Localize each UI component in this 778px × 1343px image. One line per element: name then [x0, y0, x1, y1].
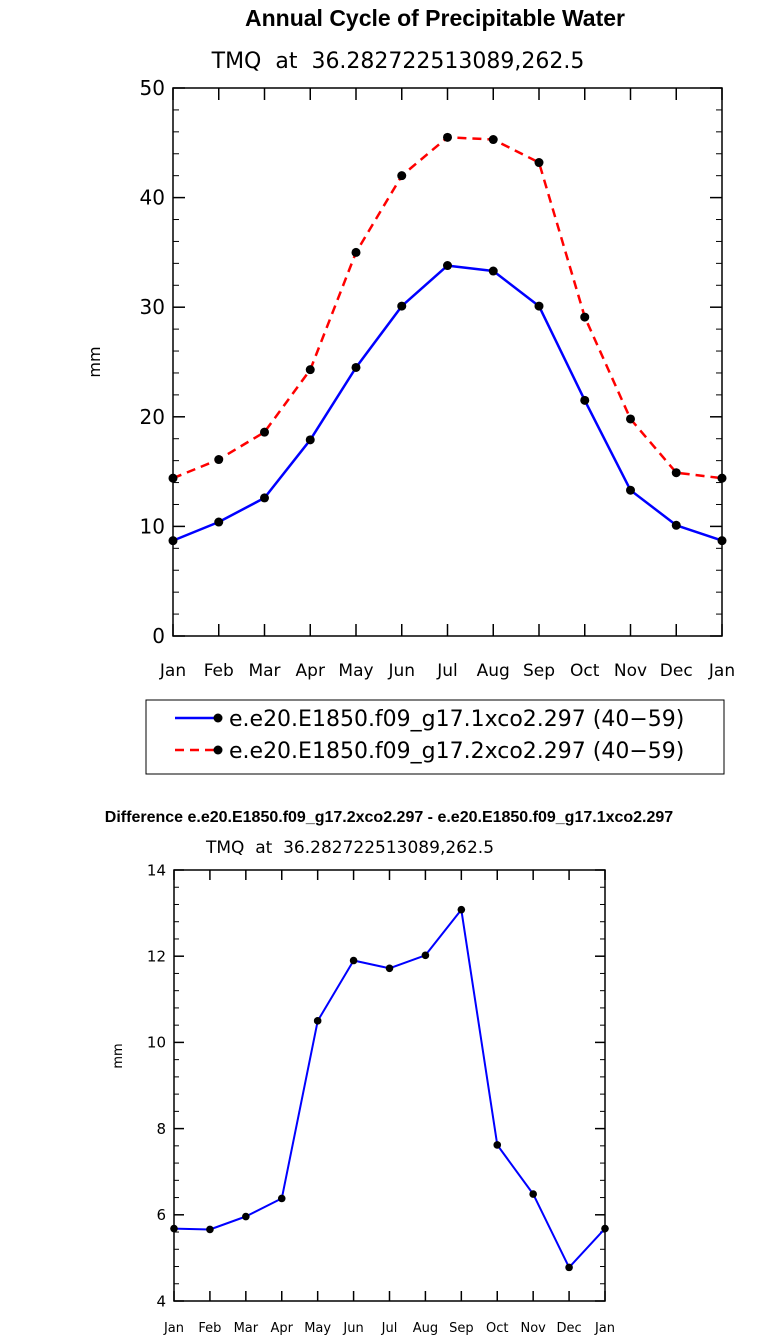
chart1-series-1-point — [488, 266, 498, 276]
chart1-series-1-point — [351, 362, 361, 372]
chart1-plot-area: 0 10 20 30 40 50 Jan Feb Mar Apr May Jun Jul Aug Sep Oc… — [140, 76, 736, 681]
chart2-series-1-point — [529, 1190, 537, 1198]
chart1-series-1-point — [214, 517, 224, 527]
chart1-series-1-point — [260, 493, 269, 503]
chart2-series-1-point — [170, 1224, 178, 1233]
chart1-x-tick-label: Jul — [436, 661, 458, 681]
chart1-series-1-point — [626, 485, 635, 495]
chart1-series-2-line — [172, 136, 723, 480]
chart1-y-tick-label: 10 — [140, 514, 165, 538]
chart1-series-1-line — [172, 264, 723, 542]
chart1-series-2-point — [260, 427, 269, 437]
chart1-series-2-point — [626, 414, 635, 424]
chart1-legend: e.e20.E1850.f09_g17.1xco2.297 (40−59) e.… — [145, 699, 725, 775]
chart1-y-tick-label: 40 — [140, 186, 165, 210]
chart1-subtitle: TMQ at 36.282722513089,262.5 — [211, 49, 585, 74]
chart1-series-1-point — [671, 520, 681, 530]
chart1-series-2-point — [305, 365, 315, 375]
chart1-series-1-point — [443, 261, 452, 271]
chart1-x-tick-label: Apr — [296, 661, 325, 681]
chart1-x-tick-label: Aug — [477, 661, 510, 681]
chart1-frame — [172, 87, 723, 637]
chart1-series-2-point — [534, 158, 544, 168]
chart2-x-tick-label: Jun — [342, 1321, 363, 1336]
chart1-series-2-point — [214, 455, 224, 465]
legend-label-series-1: e.e20.E1850.f09_g17.1xco2.297 (40−59) — [229, 707, 684, 732]
chart1-series-2-point — [168, 473, 178, 483]
chart2-plot-area: 4 6 8 10 12 14 Jan Feb Mar Apr May Jun Jul Aug Sep Oct N… — [147, 861, 615, 1336]
chart1-series-2-point — [397, 171, 407, 181]
legend-box — [145, 699, 725, 775]
chart2-y-tick-label: 12 — [147, 947, 166, 965]
chart1-series-2-point — [488, 135, 498, 145]
chart1-x-tick-label: Sep — [523, 661, 555, 681]
chart2-series-1-point — [565, 1263, 573, 1272]
chart2-x-tick-label: Jul — [381, 1321, 398, 1336]
chart1-series-2-point — [717, 473, 727, 483]
chart2-series-1-point — [206, 1225, 214, 1234]
chart1-y-tick-label: 30 — [140, 295, 165, 319]
chart1-series-1-point — [168, 536, 178, 546]
chart2-series-1-line — [173, 908, 606, 1269]
chart1-y-tick-label: 50 — [140, 76, 165, 100]
chart2-series-1-point — [313, 1017, 322, 1025]
chart1-series-1-point — [397, 301, 407, 311]
chart1-x-tick-label: May — [338, 661, 373, 681]
chart2-x-tick-label: Jan — [594, 1321, 615, 1336]
chart1-series-2-point — [351, 247, 361, 257]
chart1-x-tick-label: Jan — [708, 661, 735, 681]
chart2-subtitle: TMQ at 36.282722513089,262.5 — [205, 838, 494, 858]
chart2-series-1-point — [349, 956, 358, 965]
chart2-x-tick-label: May — [304, 1321, 331, 1336]
chart2-x-tick-label: Nov — [520, 1321, 546, 1336]
chart2-x-tick-label: Feb — [198, 1321, 221, 1336]
chart1-x-tick-label: Feb — [204, 661, 234, 681]
chart2-series-1-point — [242, 1212, 250, 1221]
chart1-x-tick-label: Jun — [387, 661, 415, 681]
chart2-series-1-point — [493, 1141, 502, 1149]
chart1-y-tick-label: 20 — [140, 405, 165, 429]
chart1-x-tick-label: Jan — [159, 661, 186, 681]
chart2-y-tick-label: 4 — [156, 1292, 166, 1310]
chart2-title: Difference e.e20.E1850.f09_g17.2xco2.297… — [105, 809, 674, 826]
chart2-series-1-point — [277, 1194, 286, 1203]
chart1-series-1-point — [717, 536, 727, 546]
chart1-x-tick-label: Mar — [248, 661, 280, 681]
chart2-y-tick-label: 6 — [156, 1206, 166, 1224]
chart2-x-tick-label: Mar — [234, 1321, 259, 1336]
chart1-series-2-point — [580, 312, 590, 322]
chart2-y-tick-label: 8 — [156, 1120, 166, 1138]
chart2-frame — [173, 869, 606, 1302]
chart1-series-1-point — [305, 435, 315, 445]
chart1-x-tick-label: Dec — [660, 661, 693, 681]
chart2-x-tick-label: Apr — [271, 1321, 294, 1336]
chart2-x-tick-label: Dec — [557, 1321, 582, 1336]
legend-marker-series-1 — [213, 713, 223, 723]
chart1-series-1-point — [580, 395, 590, 405]
chart1-y-tick-label: 0 — [152, 624, 165, 648]
chart1-x-tick-label: Nov — [614, 661, 647, 681]
chart2-y-tick-label: 14 — [147, 861, 166, 879]
chart1-series-1-point — [534, 301, 544, 311]
chart2-y-tick-label: 10 — [147, 1034, 166, 1052]
chart1-title: Annual Cycle of Precipitable Water — [245, 5, 625, 31]
legend-label-series-2: e.e20.E1850.f09_g17.2xco2.297 (40−59) — [229, 739, 684, 764]
chart2-series-1-point — [421, 951, 430, 960]
chart1-series-2-point — [443, 132, 452, 142]
chart2-x-tick-label: Sep — [449, 1321, 474, 1336]
chart2-series-1-point — [457, 905, 466, 914]
chart2-x-tick-label: Jan — [163, 1321, 184, 1336]
legend-marker-series-2 — [213, 745, 223, 755]
chart2-ylabel: mm — [111, 1043, 126, 1068]
chart2-series-1-point — [601, 1224, 609, 1233]
chart1-series-2-point — [671, 468, 681, 478]
chart2-x-tick-label: Oct — [486, 1321, 508, 1336]
chart2-series-1-point — [385, 964, 394, 973]
chart1-x-tick-label: Oct — [570, 661, 600, 681]
chart2-x-tick-label: Aug — [413, 1321, 438, 1336]
chart1-ylabel: mm — [85, 346, 104, 377]
